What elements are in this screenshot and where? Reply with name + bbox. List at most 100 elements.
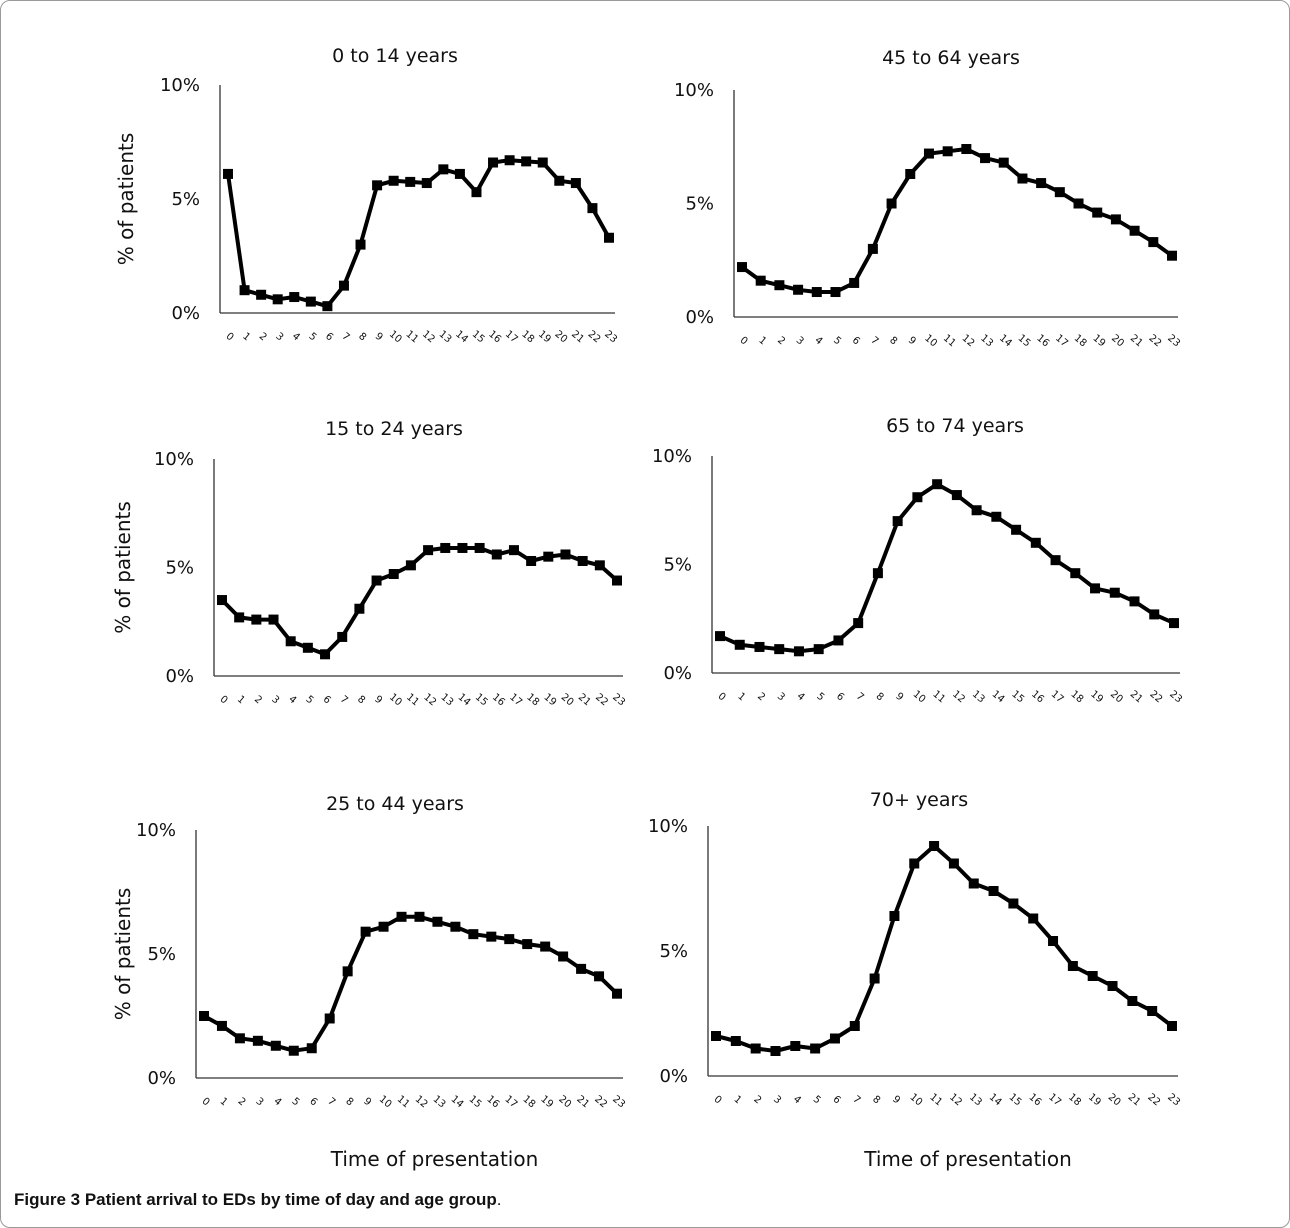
data-point — [810, 1043, 821, 1054]
data-point — [909, 858, 920, 869]
data-point — [322, 301, 333, 312]
data-point — [737, 262, 747, 273]
data-point — [1147, 1006, 1158, 1016]
data-point — [905, 168, 916, 179]
x-tick-label: 7 — [868, 335, 880, 348]
x-tick-label: 15 — [1016, 333, 1033, 350]
y-tick-label: 10% — [160, 75, 200, 96]
data-point — [285, 636, 296, 647]
x-tick-label: 17 — [502, 1094, 519, 1111]
x-axis-label: Time of presentation — [330, 1147, 539, 1171]
x-tick-label: 2 — [236, 1096, 248, 1109]
x-tick-label: 3 — [253, 1096, 265, 1109]
x-tick-label: 20 — [552, 329, 569, 346]
x-tick-label: 18 — [1068, 689, 1085, 706]
data-point — [1129, 596, 1140, 607]
x-tick-label: 8 — [356, 331, 368, 344]
y-tick-label: 5% — [171, 189, 200, 210]
x-tick-label: 7 — [325, 1096, 337, 1109]
x-tick-label: 20 — [1108, 689, 1125, 706]
x-tick-label: 6 — [831, 1094, 843, 1107]
data-point — [594, 560, 605, 571]
x-tick-label: 1 — [235, 694, 247, 707]
x-tick-label: 2 — [751, 1094, 763, 1107]
data-point — [886, 198, 897, 209]
x-tick-label: 15 — [1007, 1092, 1024, 1109]
data-point — [1008, 898, 1019, 909]
x-tick-label: 1 — [735, 691, 747, 704]
x-tick-label: 22 — [1147, 689, 1164, 706]
data-point — [604, 232, 614, 243]
chart-title: 65 to 74 years — [886, 415, 1024, 437]
x-tick-label: 6 — [834, 691, 846, 704]
data-point — [849, 1021, 860, 1031]
data-point — [754, 641, 765, 652]
data-point — [813, 644, 824, 655]
data-point — [853, 618, 864, 629]
x-tick-label: 1 — [240, 331, 252, 344]
data-point — [793, 284, 804, 295]
x-tick-label: 4 — [286, 694, 298, 707]
x-tick-label: 15 — [470, 329, 487, 346]
x-tick-label: 23 — [610, 1094, 627, 1111]
x-tick-label: 4 — [812, 335, 824, 348]
data-point — [951, 490, 962, 501]
x-tick-label: 0 — [224, 331, 236, 344]
figure-caption-period: . — [496, 1190, 502, 1209]
y-tick-label: 0% — [171, 303, 200, 324]
data-point — [521, 156, 532, 167]
x-tick-label: 3 — [273, 331, 285, 344]
data-point — [454, 168, 465, 179]
y-tick-label: 0% — [663, 663, 692, 684]
data-point — [612, 575, 622, 586]
y-tick-label: 5% — [663, 555, 692, 576]
x-tick-label: 14 — [453, 329, 470, 346]
y-tick-label: 5% — [165, 558, 194, 579]
data-point — [216, 1020, 227, 1031]
data-point — [272, 294, 283, 305]
data-point — [405, 560, 416, 571]
x-tick-label: 23 — [1165, 333, 1182, 350]
data-point — [371, 575, 382, 586]
x-tick-label: 15 — [473, 692, 490, 709]
series-line — [220, 546, 619, 657]
x-tick-label: 19 — [1088, 689, 1105, 706]
x-tick-label: 1 — [731, 1094, 743, 1107]
data-point — [715, 631, 725, 642]
x-axis-label: Time of presentation — [863, 1147, 1072, 1171]
data-point — [256, 289, 267, 300]
x-tick-label: 0 — [712, 1094, 724, 1107]
x-tick-label: 3 — [771, 1094, 783, 1107]
x-tick-label: 12 — [947, 1092, 964, 1109]
data-point — [474, 542, 485, 553]
x-tick-label: 0 — [200, 1096, 212, 1109]
data-point — [414, 911, 425, 922]
x-tick-label: 13 — [431, 1094, 448, 1111]
x-tick-label: 8 — [343, 1096, 355, 1109]
x-tick-label: 12 — [421, 692, 438, 709]
data-point — [612, 988, 622, 999]
data-point — [1070, 568, 1081, 579]
data-point — [1129, 225, 1140, 236]
x-tick-label: 22 — [1146, 333, 1163, 350]
data-point — [440, 542, 451, 553]
data-point — [554, 175, 565, 186]
data-point — [526, 555, 537, 566]
data-point — [508, 545, 519, 556]
x-tick-label: 19 — [541, 692, 558, 709]
data-point — [540, 941, 551, 952]
x-tick-label: 19 — [536, 329, 553, 346]
data-point — [830, 287, 841, 298]
data-point — [1030, 537, 1041, 548]
series-line — [715, 844, 1174, 1053]
x-tick-label: 6 — [321, 694, 333, 707]
x-tick-label: 21 — [1128, 333, 1145, 350]
data-point — [793, 646, 804, 657]
x-tick-label: 13 — [970, 689, 987, 706]
x-tick-label: 4 — [290, 331, 302, 344]
x-tick-label: 23 — [602, 329, 619, 346]
x-tick-label: 16 — [1026, 1092, 1043, 1109]
x-tick-label: 12 — [420, 329, 437, 346]
